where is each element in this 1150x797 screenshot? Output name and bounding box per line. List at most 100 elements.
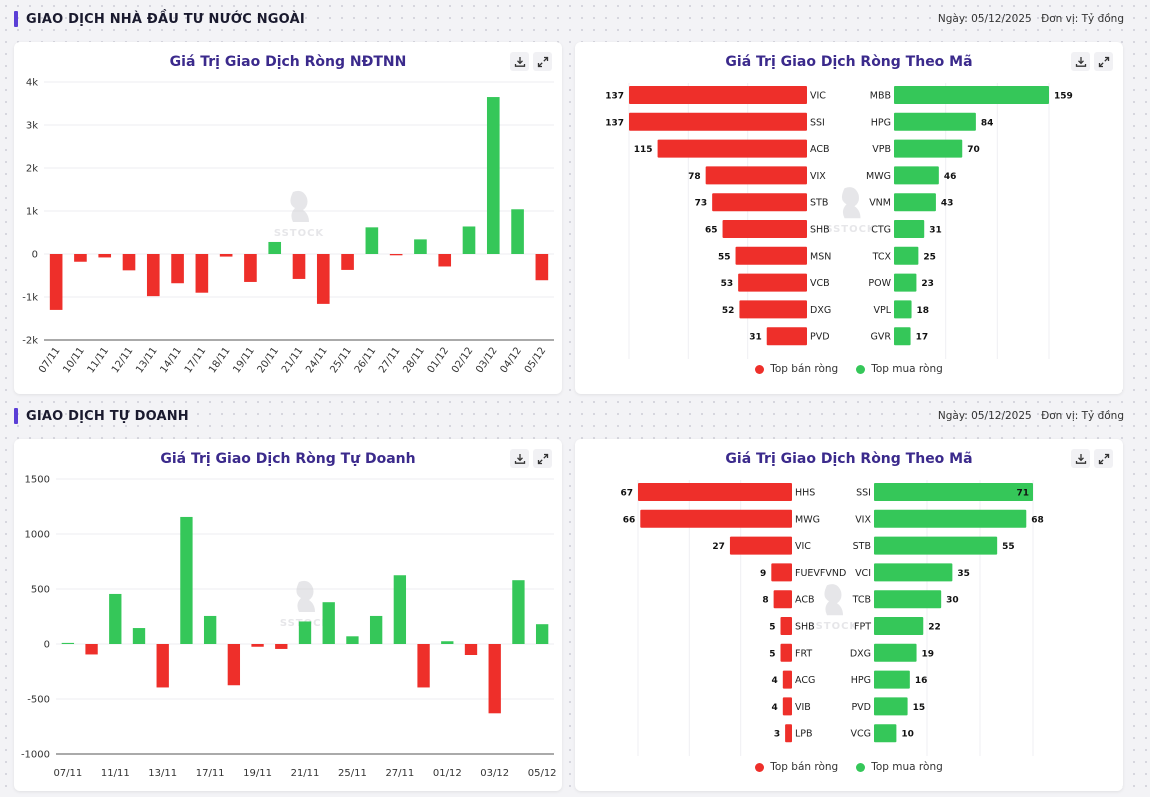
buy-bar <box>874 590 942 609</box>
sell-value-label: 5 <box>769 649 775 659</box>
bar <box>122 254 136 271</box>
y-tick-label: 3k <box>26 121 38 132</box>
legend-buy-dot <box>856 762 866 772</box>
section-title-wrap: GIAO DỊCH NHÀ ĐẦU TƯ NƯỚC NGOÀI <box>14 11 305 27</box>
x-tick-label: 02/12 <box>450 345 476 375</box>
buy-value-label: 16 <box>915 676 928 686</box>
buy-value-label: 31 <box>929 226 942 236</box>
download-button[interactable] <box>1071 52 1090 71</box>
sell-value-label: 27 <box>712 542 725 552</box>
bar <box>146 254 160 297</box>
chart-legend: Top bán ròng Top mua ròng <box>575 363 1123 375</box>
buy-symbol-label: VCI <box>855 568 871 579</box>
bar <box>462 226 476 254</box>
sell-bar <box>638 483 792 501</box>
date-label: Ngày: 05/12/2025 <box>937 410 1032 422</box>
bar <box>464 644 478 655</box>
expand-button[interactable] <box>533 52 552 71</box>
sell-value-label: 5 <box>769 623 775 633</box>
bar <box>389 254 403 256</box>
section-header-foreign: GIAO DỊCH NHÀ ĐẦU TƯ NƯỚC NGOÀI Ngày: 05… <box>14 10 1124 28</box>
section-accent-bar <box>14 408 18 424</box>
chart-title: Giá Trị Giao Dịch Ròng NĐTNN <box>169 54 407 70</box>
y-tick-label: 2k <box>26 164 38 175</box>
legend-sell[interactable]: Top bán ròng <box>755 761 838 773</box>
sell-symbol-label: STB <box>810 198 828 209</box>
expand-button[interactable] <box>1094 52 1113 71</box>
x-tick-label: 03/12 <box>474 345 500 375</box>
x-tick-label: 21/11 <box>291 768 320 779</box>
buy-symbol-label: TCX <box>872 251 892 262</box>
sell-bar <box>785 724 792 743</box>
sell-symbol-label: VIX <box>810 171 826 182</box>
download-button[interactable] <box>1071 449 1090 468</box>
bar <box>512 580 525 644</box>
sell-value-label: 52 <box>722 306 735 316</box>
bar <box>393 575 407 644</box>
chart-legend: Top bán ròng Top mua ròng <box>575 761 1123 773</box>
buy-bar <box>874 697 908 716</box>
buy-symbol-label: CTG <box>871 225 891 236</box>
bar <box>346 636 359 644</box>
sell-symbol-label: SHB <box>795 622 815 633</box>
watermark-logo: SSTOCK <box>274 190 323 239</box>
buy-bar <box>894 246 919 265</box>
buy-bar <box>874 724 897 743</box>
sell-bar <box>629 86 807 104</box>
sell-symbol-label: ACB <box>810 144 829 155</box>
sell-bar <box>780 617 792 635</box>
buy-symbol-label: HPG <box>871 117 891 128</box>
y-tick-label: 4k <box>26 78 38 89</box>
sell-bar <box>739 300 807 319</box>
sell-symbol-label: VIB <box>795 702 811 713</box>
sell-value-label: 55 <box>718 252 731 262</box>
expand-icon <box>1098 453 1109 464</box>
bar <box>74 254 87 262</box>
section-meta: Ngày: 05/12/2025 Đơn vị: Tỷ đồng <box>932 410 1124 422</box>
x-tick-label: 04/12 <box>498 345 524 375</box>
bar <box>488 644 501 714</box>
download-icon <box>514 56 525 67</box>
sell-bar <box>782 670 792 689</box>
x-tick-label: 12/11 <box>110 345 136 375</box>
buy-symbol-label: GVR <box>871 332 892 343</box>
x-tick-label: 03/12 <box>480 768 509 779</box>
download-icon <box>1075 453 1086 464</box>
sell-bar <box>640 509 792 528</box>
x-tick-label: 05/12 <box>523 345 549 375</box>
buy-bar <box>874 483 1033 501</box>
x-tick-label: 19/11 <box>231 345 257 375</box>
chart-card-proprietary-by-symbol: Giá Trị Giao Dịch Ròng Theo Mã SSTOCK HHS… <box>575 439 1123 791</box>
sell-symbol-label: ACG <box>795 675 815 686</box>
buy-value-label: 23 <box>921 279 934 289</box>
section-meta: Ngày: 05/12/2025 Đơn vị: Tỷ đồng <box>932 13 1124 25</box>
chart-svg: -2k -1k 0 1k 2k 3k 4k SSTOCK 07/1110/1111/1112/1… <box>22 78 554 375</box>
y-tick-label: 1500 <box>25 475 50 486</box>
expand-button[interactable] <box>1094 449 1113 468</box>
y-tick-label: 1000 <box>25 530 50 541</box>
buy-value-label: 30 <box>946 596 959 606</box>
legend-buy[interactable]: Top mua ròng <box>856 363 943 375</box>
bar <box>156 644 169 688</box>
buy-value-label: 17 <box>916 333 929 343</box>
buy-symbol-label: POW <box>868 278 891 289</box>
sell-value-label: 3 <box>774 730 780 740</box>
bar <box>195 254 209 293</box>
buy-bar <box>894 166 939 185</box>
section-title: GIAO DỊCH NHÀ ĐẦU TƯ NƯỚC NGOÀI <box>26 11 305 27</box>
buy-symbol-label: VIX <box>855 514 871 525</box>
download-button[interactable] <box>510 449 529 468</box>
download-button[interactable] <box>510 52 529 71</box>
legend-sell[interactable]: Top bán ròng <box>755 363 838 375</box>
sell-value-label: 73 <box>695 199 708 209</box>
legend-buy[interactable]: Top mua ròng <box>856 761 943 773</box>
sell-symbol-label: DXG <box>810 305 831 316</box>
expand-button[interactable] <box>533 449 552 468</box>
sell-symbol-label: VIC <box>795 541 811 552</box>
legend-buy-label: Top mua ròng <box>871 761 943 773</box>
buy-symbol-label: TCB <box>852 595 871 606</box>
sell-symbol-label: PVD <box>810 332 830 343</box>
bar <box>438 254 452 267</box>
buy-symbol-label: DXG <box>850 648 871 659</box>
bar <box>316 254 330 304</box>
